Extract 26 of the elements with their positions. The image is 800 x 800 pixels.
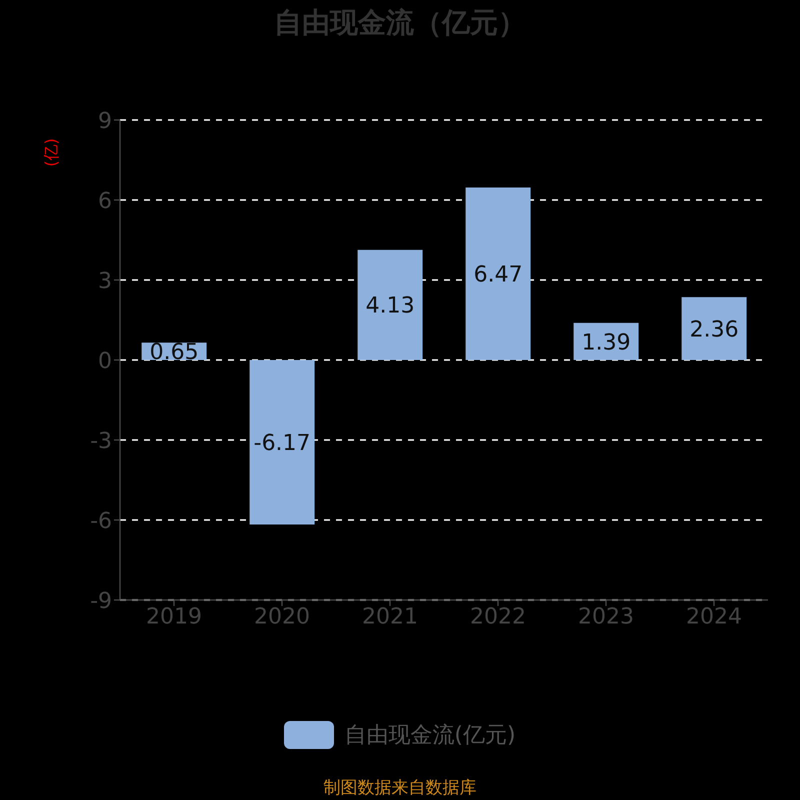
x-tick-label: 2021 xyxy=(362,604,418,630)
bar xyxy=(466,187,531,360)
data-label: 4.13 xyxy=(366,294,415,319)
data-label: 1.39 xyxy=(582,330,631,356)
y-tick-label: 0 xyxy=(98,348,112,374)
legend-label: 自由现金流(亿元) xyxy=(344,722,516,750)
y-tick-label: 9 xyxy=(98,108,112,134)
y-tick-label: -3 xyxy=(90,428,112,454)
y-tick-label: -9 xyxy=(90,588,112,614)
data-label: -6.17 xyxy=(254,431,311,456)
bar xyxy=(358,250,423,360)
bar xyxy=(682,297,747,360)
text: 制图数据来自数据库 xyxy=(322,777,478,799)
data-label: 0.65 xyxy=(150,340,199,366)
data-label: 2.36 xyxy=(690,317,739,342)
y-tick-label: -6 xyxy=(90,508,112,534)
bar xyxy=(250,360,315,525)
x-tick-label: 2020 xyxy=(254,604,310,630)
data-label: 6.47 xyxy=(474,262,523,288)
x-tick-label: 2019 xyxy=(146,604,202,630)
y-tick-label: 3 xyxy=(98,268,112,294)
x-tick-label: 2024 xyxy=(686,604,742,630)
x-tick-label: 2022 xyxy=(470,604,526,630)
y-axis-title: (亿) xyxy=(42,138,62,167)
x-tick-label: 2023 xyxy=(578,604,634,630)
y-tick-label: 6 xyxy=(98,188,112,214)
